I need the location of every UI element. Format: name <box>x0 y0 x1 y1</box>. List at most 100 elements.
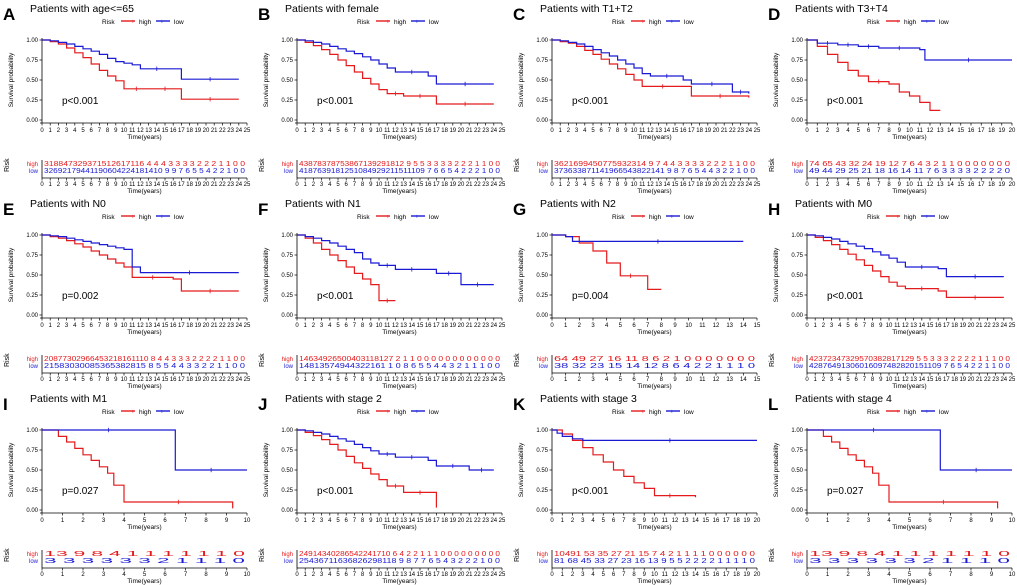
x-tick-label: 1 <box>304 128 308 134</box>
risk-x-axis-title: Time(years) <box>892 383 926 390</box>
x-tick-label: 5 <box>602 518 606 524</box>
x-tick-label: 12 <box>392 323 399 329</box>
risk-x-tick-label: 0 <box>40 377 44 383</box>
x-tick-label: 20 <box>458 323 465 329</box>
risk-table-title: Risk <box>259 353 266 367</box>
risk-x-tick-label: 15 <box>957 182 964 188</box>
x-tick-label: 12 <box>137 323 144 329</box>
panel-i: I Patients with M1 Risk + high + low 0.00 0.25 0.… <box>3 393 251 585</box>
x-tick-label: 5 <box>336 323 340 329</box>
y-tick-label: 0.00 <box>26 118 38 124</box>
x-tick-label: 11 <box>129 323 136 329</box>
risk-x-tick-label: 4 <box>328 182 332 188</box>
risk-x-tick-label: 13 <box>145 377 152 383</box>
x-tick-label: 14 <box>918 323 925 329</box>
x-tick-label: 20 <box>203 128 210 134</box>
risk-x-tick-label: 19 <box>704 182 711 188</box>
p-value: p<0.001 <box>572 96 609 107</box>
x-tick-label: 13 <box>400 128 407 134</box>
legend-high-label: high <box>139 409 152 416</box>
risk-table-title: Risk <box>769 158 776 172</box>
x-tick-label: 14 <box>663 128 670 134</box>
risk-x-tick-label: 10 <box>886 377 893 383</box>
x-tick-label: 10 <box>631 128 638 134</box>
risk-x-tick-label: 9 <box>990 572 994 578</box>
risk-low-counts: 3 3 3 3 3 3 2 1 1 1 0 <box>44 558 245 565</box>
x-tick-label: 5 <box>336 128 340 134</box>
risk-x-tick-label: 21 <box>211 377 218 383</box>
y-tick-label: 0.25 <box>791 98 803 104</box>
p-value: p<0.001 <box>317 96 354 107</box>
x-tick-label: 24 <box>235 128 242 134</box>
risk-x-tick-label: 16 <box>425 572 432 578</box>
x-tick-label: 16 <box>425 323 432 329</box>
risk-x-axis-title: Time(years) <box>127 578 161 585</box>
y-tick-label: 0.00 <box>536 508 548 514</box>
risk-x-axis-title: Time(years) <box>382 188 416 195</box>
risk-x-tick-label: 2 <box>826 182 830 188</box>
risk-low-label: low <box>284 559 294 565</box>
risk-x-tick-label: 22 <box>219 377 226 383</box>
risk-x-tick-label: 24 <box>235 377 242 383</box>
x-tick-label: 2 <box>312 128 316 134</box>
panel-letter: G <box>513 200 526 219</box>
risk-x-tick-label: 7 <box>949 572 953 578</box>
x-tick-label: 15 <box>672 128 679 134</box>
risk-x-tick-label: 20 <box>754 572 761 578</box>
x-tick-label: 2 <box>567 128 571 134</box>
risk-x-tick-label: 19 <box>959 377 966 383</box>
risk-x-tick-label: 24 <box>1000 377 1007 383</box>
x-tick-label: 12 <box>927 128 934 134</box>
risk-low-counts: 38 32 23 15 14 12 8 6 4 2 2 1 1 1 0 <box>554 363 755 370</box>
x-tick-label: 20 <box>458 128 465 134</box>
risk-x-tick-label: 23 <box>482 377 489 383</box>
legend-high-label: high <box>394 409 407 416</box>
legend-title: Risk <box>102 409 115 416</box>
y-tick-label: 1.00 <box>536 428 548 434</box>
risk-x-tick-label: 9 <box>898 182 902 188</box>
risk-x-tick-label: 25 <box>754 182 761 188</box>
y-tick-label: 0.00 <box>281 313 293 319</box>
risk-x-tick-label: 21 <box>466 182 473 188</box>
risk-x-tick-label: 5 <box>336 377 340 383</box>
y-tick-label: 0.25 <box>791 293 803 299</box>
y-tick-label: 0.25 <box>536 98 548 104</box>
x-tick-label: 7 <box>353 518 357 524</box>
legend-high-label: high <box>139 19 152 26</box>
legend-low-plus: + <box>670 19 674 26</box>
panel-d: D Patients with T3+T4 Risk + high + low 0.00 0.2… <box>768 3 1016 195</box>
risk-low-counts: 32692179441190604224181410 9 9 7 6 5 5 4… <box>44 168 245 175</box>
p-value: p=0.027 <box>62 486 99 497</box>
x-axis-title: Time(years) <box>127 329 161 336</box>
curve-high <box>42 39 239 100</box>
x-tick-label: 25 <box>244 323 251 329</box>
y-tick-label: 1.00 <box>26 38 38 44</box>
legend-title: Risk <box>357 409 370 416</box>
risk-x-tick-label: 13 <box>682 572 689 578</box>
y-tick-label: 0.50 <box>281 273 293 279</box>
risk-x-tick-label: 0 <box>295 572 299 578</box>
x-tick-label: 11 <box>699 323 706 329</box>
risk-x-tick-label: 25 <box>1009 377 1016 383</box>
x-tick-label: 18 <box>696 128 703 134</box>
x-tick-label: 2 <box>846 518 850 524</box>
risk-x-tick-label: 13 <box>400 377 407 383</box>
y-tick-label: 0.50 <box>791 273 803 279</box>
panel-title: Patients with female <box>285 3 379 15</box>
x-tick-label: 3 <box>320 128 324 134</box>
risk-x-tick-label: 16 <box>170 377 177 383</box>
x-tick-label: 22 <box>984 323 991 329</box>
x-tick-label: 2 <box>57 323 61 329</box>
legend-high-plus: + <box>386 409 390 416</box>
risk-x-tick-label: 4 <box>591 572 595 578</box>
risk-x-tick-label: 15 <box>927 377 934 383</box>
y-tick-label: 0.75 <box>26 253 38 259</box>
x-tick-label: 19 <box>998 128 1005 134</box>
x-tick-label: 19 <box>449 128 456 134</box>
risk-low-counts: 14813574944322161 1 0 8 6 5 5 4 4 3 2 1 … <box>299 363 500 370</box>
risk-x-tick-label: 15 <box>672 182 679 188</box>
x-tick-label: 22 <box>474 518 481 524</box>
panel-letter: K <box>513 395 526 414</box>
risk-x-tick-label: 12 <box>927 182 934 188</box>
risk-x-tick-label: 16 <box>170 182 177 188</box>
